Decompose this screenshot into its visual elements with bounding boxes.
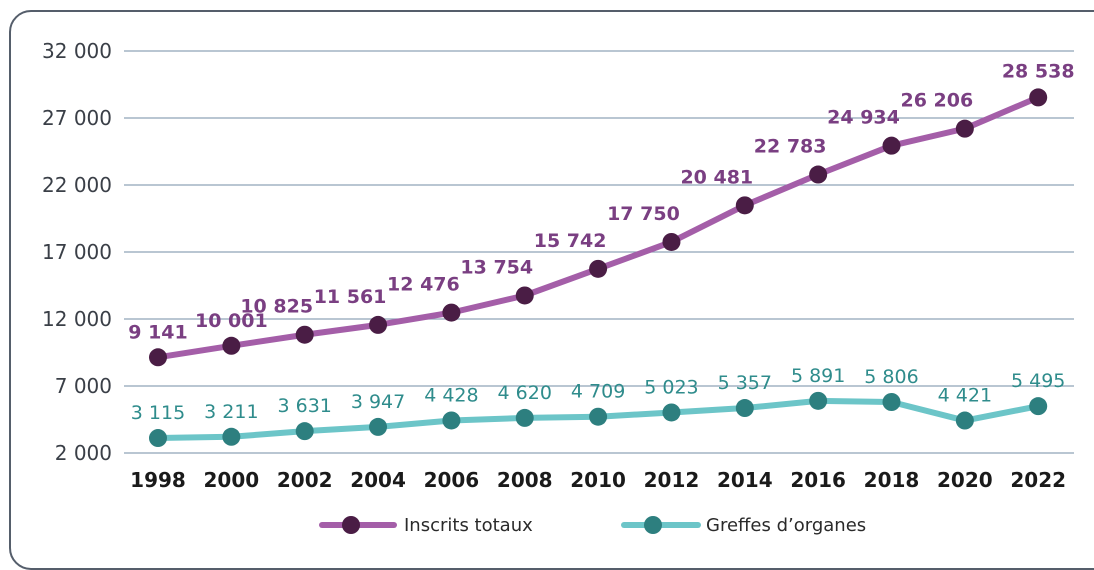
data-label-inscrits: 13 754 [460,256,533,278]
grid-lines [124,50,1074,454]
data-label-inscrits: 10 001 [195,310,268,332]
x-tick-label: 2000 [204,468,260,492]
y-tick-label: 2 000 [55,441,112,465]
x-tick-label: 2010 [570,468,626,492]
legend: Inscrits totaux Greffes d’organes [319,515,866,536]
point-greffes [442,411,461,430]
x-tick-label: 2022 [1010,468,1066,492]
x-tick-label: 2018 [864,468,920,492]
point-inscrits [515,286,534,305]
x-axis-ticks: 1998 2000 2002 2004 2006 2008 2010 2012 2014 2016… [130,468,1066,492]
data-label-greffes: 4 421 [938,385,992,407]
data-label-greffes: 5 495 [1011,370,1065,392]
y-tick-label: 7 000 [55,374,112,398]
point-greffes [809,391,828,410]
data-label-greffes: 4 428 [424,384,478,406]
point-greffes [589,407,608,426]
x-tick-label: 2004 [350,468,406,492]
point-greffes [515,408,534,427]
x-tick-label: 2014 [717,468,773,492]
data-label-inscrits: 22 783 [754,136,827,158]
line-chart: 2 000 7 000 12 000 17 000 22 000 27 000 32 000… [42,39,1075,536]
data-label-inscrits: 24 934 [827,107,900,129]
data-label-greffes: 3 211 [204,401,258,423]
point-inscrits [809,165,828,184]
point-greffes [1029,397,1048,416]
point-greffes [369,417,388,436]
data-label-inscrits: 20 481 [680,166,753,188]
data-label-greffes: 5 806 [864,366,918,388]
point-greffes [735,399,754,418]
y-tick-label: 17 000 [42,240,112,264]
point-inscrits [662,232,681,251]
point-inscrits [735,196,754,215]
legend-item-inscrits: Inscrits totaux [319,515,533,536]
data-label-greffes: 5 357 [718,372,772,394]
data-label-greffes: 3 631 [277,395,331,417]
data-label-greffes: 5 023 [644,376,698,398]
x-tick-label: 2006 [424,468,480,492]
data-label-greffes: 5 891 [791,365,845,387]
data-label-greffes: 4 620 [498,382,552,404]
y-tick-label: 12 000 [42,307,112,331]
data-label-inscrits: 17 750 [607,203,680,225]
x-tick-label: 2012 [644,468,700,492]
y-tick-label: 22 000 [42,173,112,197]
series-line-inscrits [155,94,1042,361]
point-inscrits [589,259,608,278]
point-inscrits [1029,88,1048,107]
data-label-inscrits: 12 476 [387,274,460,296]
x-tick-label: 2020 [937,468,993,492]
y-tick-label: 27 000 [42,106,112,130]
point-inscrits [222,336,241,355]
data-label-inscrits: 28 538 [1002,60,1075,82]
data-label-inscrits: 26 206 [900,90,973,112]
x-tick-label: 2008 [497,468,553,492]
x-tick-label: 1998 [130,468,186,492]
legend-item-greffes: Greffes d’organes [621,515,866,536]
data-label-inscrits: 11 561 [314,286,387,308]
point-greffes [955,411,974,430]
data-label-greffes: 4 709 [571,381,625,403]
point-inscrits [882,136,901,155]
y-axis-ticks: 2 000 7 000 12 000 17 000 22 000 27 000 32 000 [42,39,112,465]
legend-label-inscrits: Inscrits totaux [404,515,533,536]
point-greffes [662,403,681,422]
legend-label-greffes: Greffes d’organes [706,515,866,536]
legend-marker-swatch [342,516,360,534]
series-group [149,88,1048,448]
point-inscrits [442,303,461,322]
x-tick-label: 2002 [277,468,333,492]
point-greffes [222,427,241,446]
data-label-greffes: 3 115 [131,402,185,424]
data-label-inscrits: 10 825 [240,296,313,318]
point-inscrits [149,348,167,367]
point-inscrits [955,119,974,138]
data-label-inscrits: 15 742 [534,230,607,252]
legend-marker-swatch [644,516,662,534]
point-greffes [882,392,901,411]
data-label-inscrits: 9 141 [128,321,188,343]
point-greffes [295,422,314,441]
y-tick-label: 32 000 [42,39,112,63]
point-greffes [149,429,167,448]
data-label-greffes: 3 947 [351,391,405,413]
x-tick-label: 2016 [790,468,846,492]
point-inscrits [369,315,388,334]
point-inscrits [295,325,314,344]
